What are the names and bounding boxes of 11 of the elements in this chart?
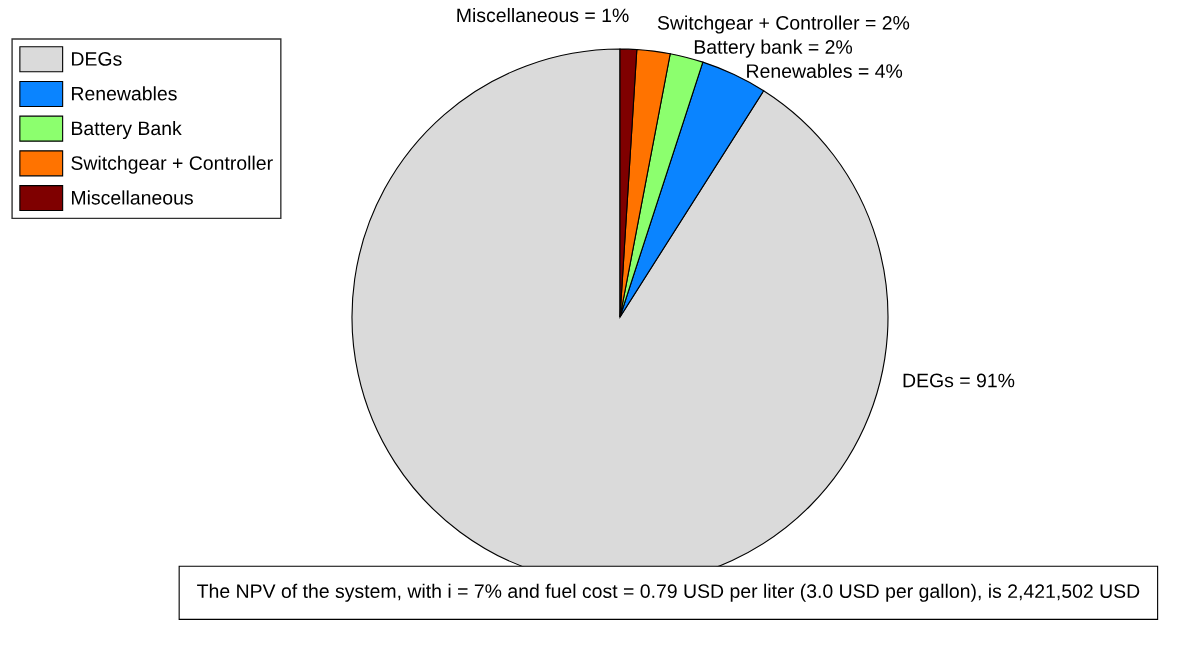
data-label: DEGs = 91% bbox=[903, 373, 1015, 388]
text: The NPV of the system, with i = 7% and fuel cost = 0.79 USD per liter (3.0 USD per gallon), is 2,421,502 USD bbox=[197, 583, 1140, 602]
legend-label: Renewables bbox=[72, 86, 177, 101]
data-label: Switchgear + Controller = 2% bbox=[657, 15, 910, 34]
data-label: Renewables = 4% bbox=[747, 63, 903, 78]
legend-label: DEGs bbox=[72, 52, 122, 66]
legend-label: Switchgear + Controller bbox=[71, 155, 273, 174]
legend-label: Miscellaneous bbox=[72, 190, 193, 205]
data-label: Miscellaneous = 1% bbox=[457, 7, 629, 23]
data-label: Battery bank = 2% bbox=[694, 39, 853, 58]
legend-label: Battery Bank bbox=[72, 120, 182, 140]
